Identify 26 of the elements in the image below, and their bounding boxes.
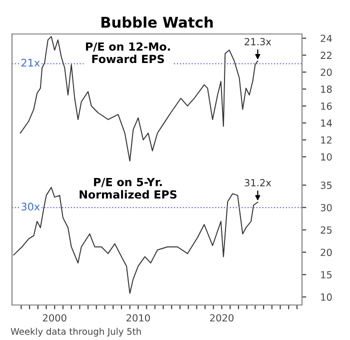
y-tick-label: 22	[320, 52, 332, 59]
x-tick-label: 2020	[210, 314, 234, 322]
y-tick-label: 15	[321, 271, 332, 278]
x-tick-label: 2010	[126, 314, 150, 322]
y-tick-label: 12	[321, 136, 332, 144]
text: Weekly data through July 5th	[10, 328, 141, 337]
text: P/E on 12-Mo. Foward EPS	[86, 42, 170, 64]
y-tick-label: 10	[321, 293, 332, 301]
y-tick-label: 14	[321, 120, 332, 127]
y-tick-label: 24	[320, 34, 332, 42]
y-tick-label: 20	[320, 68, 332, 76]
y-tick-label: 25	[320, 226, 332, 234]
y-tick-label: 35	[320, 182, 332, 189]
ref-line-label: 30x	[21, 202, 40, 211]
x-tick-label: 2000	[42, 314, 66, 322]
annotation: 21.3x	[244, 38, 272, 46]
text: P/E on 5-Yr. Normalized EPS	[80, 178, 177, 199]
chart-title: Bubble Watch	[101, 16, 213, 28]
line-series	[13, 186, 258, 294]
y-tick-label: 10	[321, 153, 332, 161]
y-tick-label: 16	[321, 102, 332, 110]
y-tick-label: 30	[320, 204, 332, 212]
ref-line-label: 21x	[21, 58, 40, 67]
y-tick-label: 18	[321, 86, 332, 93]
y-tick-label: 20	[320, 248, 332, 256]
annotation: 31.2x	[244, 179, 272, 186]
